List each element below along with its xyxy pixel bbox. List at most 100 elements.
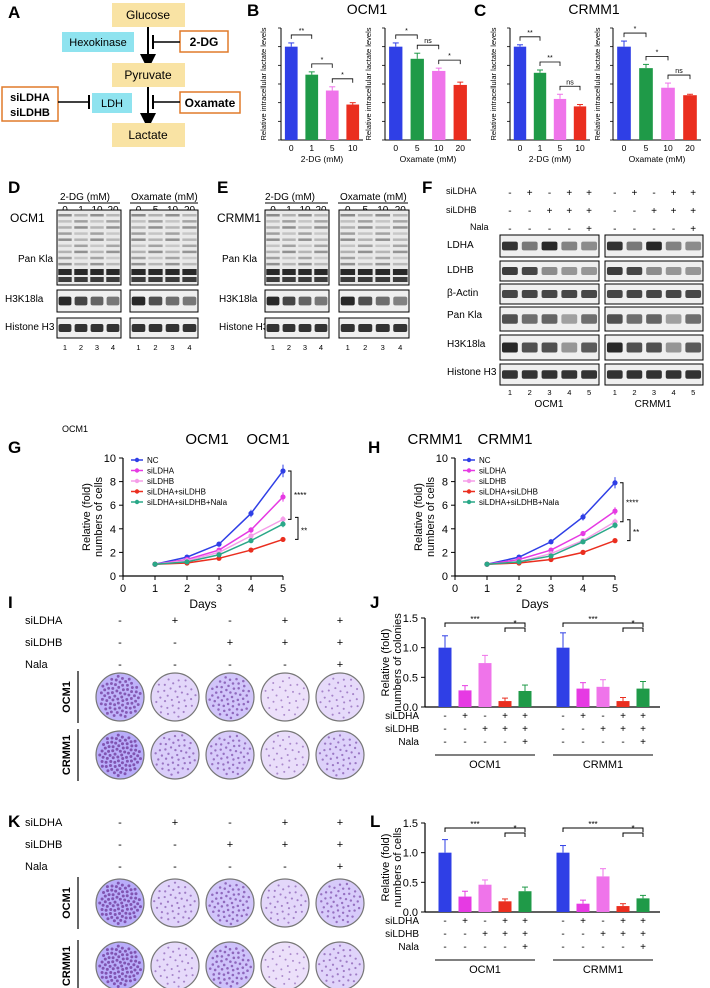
colony-dot bbox=[270, 911, 273, 914]
d-pankla-ox-band bbox=[165, 277, 180, 282]
e-pankla-dg-band bbox=[282, 277, 296, 282]
colony-dot bbox=[159, 742, 162, 746]
colony-dot bbox=[108, 964, 112, 968]
colony-dot bbox=[218, 918, 222, 922]
colony-dot bbox=[182, 916, 185, 919]
legend-label: siLDHA+siLDHB+Nala bbox=[147, 498, 228, 507]
e-histone-dg-frame bbox=[264, 317, 330, 339]
sig-bracket-short bbox=[504, 832, 526, 837]
condition-sign: - bbox=[601, 942, 604, 953]
colony-dot bbox=[286, 965, 289, 967]
panel-letter-h: H bbox=[368, 438, 380, 457]
colony-dot bbox=[288, 709, 291, 712]
colony-dot bbox=[134, 690, 138, 694]
d-row-h3k18la: H3K18la bbox=[5, 294, 44, 305]
f-blot-1-0-band bbox=[646, 241, 662, 251]
colony-dot bbox=[162, 736, 166, 740]
d-pankla-ox-smear bbox=[165, 256, 180, 260]
colony-dot bbox=[228, 914, 231, 917]
colony-dot bbox=[190, 688, 193, 691]
condition-sign: + bbox=[522, 916, 528, 927]
colony-dot bbox=[185, 953, 188, 956]
y-axis-label: Relative (fold) bbox=[81, 483, 93, 551]
colony-dot bbox=[136, 760, 140, 764]
condition-sign: - bbox=[463, 737, 466, 748]
f-blot-1-3-band bbox=[685, 314, 702, 324]
d-pankla-dg-band bbox=[74, 277, 88, 282]
e-pankla-dg-smear bbox=[314, 262, 328, 266]
colony-dot bbox=[283, 982, 286, 985]
colony-dot bbox=[272, 740, 275, 743]
colony-dot bbox=[158, 890, 161, 893]
f-row-ldha: LDHA bbox=[447, 240, 474, 251]
colony-dot bbox=[120, 753, 124, 757]
colony-dot bbox=[215, 685, 219, 689]
f-blot-images bbox=[499, 234, 704, 386]
sig-bracket bbox=[623, 32, 647, 38]
f-blot-1-4-band bbox=[665, 342, 682, 353]
sig-bracket-long bbox=[444, 827, 526, 832]
colony-dot bbox=[177, 679, 180, 682]
bar-20 bbox=[453, 84, 467, 140]
bar-0 bbox=[284, 46, 298, 140]
legend-label: siLDHA bbox=[147, 467, 175, 476]
colony-dot bbox=[223, 738, 226, 741]
d-pankla-ox-band bbox=[148, 269, 163, 275]
bar-OCM1-1 bbox=[458, 896, 472, 912]
colony-dot bbox=[107, 956, 111, 960]
legend-marker bbox=[466, 499, 472, 505]
colony-dot bbox=[110, 736, 114, 740]
colony-dot bbox=[211, 694, 214, 697]
colony-dot bbox=[183, 744, 186, 747]
colony-dot bbox=[127, 677, 131, 681]
colony-dot bbox=[223, 950, 227, 954]
colony-dot bbox=[173, 734, 177, 738]
e-pankla-ox-band bbox=[357, 277, 373, 282]
colony-dot bbox=[326, 762, 329, 765]
colony-dot bbox=[113, 760, 117, 764]
colony-dot bbox=[120, 735, 124, 739]
colony-dot bbox=[287, 921, 290, 924]
colony-dot bbox=[334, 745, 338, 749]
colony-dot bbox=[118, 691, 122, 695]
colony-dot bbox=[236, 919, 239, 923]
d-pankla-dg-band bbox=[106, 269, 120, 275]
colony-dot bbox=[118, 739, 122, 743]
colony-dot bbox=[107, 686, 111, 690]
colony-dot bbox=[223, 887, 227, 890]
colony-dot bbox=[180, 897, 183, 900]
colony-dot bbox=[133, 757, 137, 761]
sig-label-upper: **** bbox=[626, 498, 638, 507]
colony-dot bbox=[276, 918, 280, 922]
sig-label: ** bbox=[299, 28, 305, 35]
colony-dot bbox=[185, 974, 188, 977]
condition-sign: - bbox=[118, 659, 122, 671]
d-pankla-dg-band bbox=[90, 269, 104, 275]
colony-dot bbox=[165, 976, 169, 979]
sig-bracket-long bbox=[562, 622, 644, 627]
f-row-actin: β-Actin bbox=[447, 288, 478, 299]
condition-sign: + bbox=[631, 188, 637, 199]
f-blot-1-1-band bbox=[646, 267, 662, 275]
colony-dot bbox=[157, 896, 160, 900]
d-pankla-ox-smear bbox=[131, 244, 146, 248]
condition-sign: + bbox=[282, 637, 288, 649]
d-pankla-dg-smear bbox=[58, 214, 72, 217]
colony-dot bbox=[125, 907, 129, 911]
colony-dot bbox=[176, 964, 179, 968]
colony-dot bbox=[129, 697, 133, 700]
colony-dot bbox=[161, 767, 164, 770]
legend-marker bbox=[466, 457, 472, 463]
colony-dot bbox=[238, 899, 242, 902]
colony-dot bbox=[193, 900, 196, 903]
colony-dot bbox=[129, 711, 133, 714]
condition-sign: - bbox=[561, 711, 564, 722]
colony-dot bbox=[331, 963, 335, 966]
colony-dot bbox=[352, 980, 356, 983]
sig-label-short: * bbox=[631, 619, 634, 628]
e-pankla-dg-smear bbox=[314, 238, 328, 241]
colony-dot bbox=[115, 689, 119, 693]
f-blot-0-4-band bbox=[521, 342, 538, 353]
